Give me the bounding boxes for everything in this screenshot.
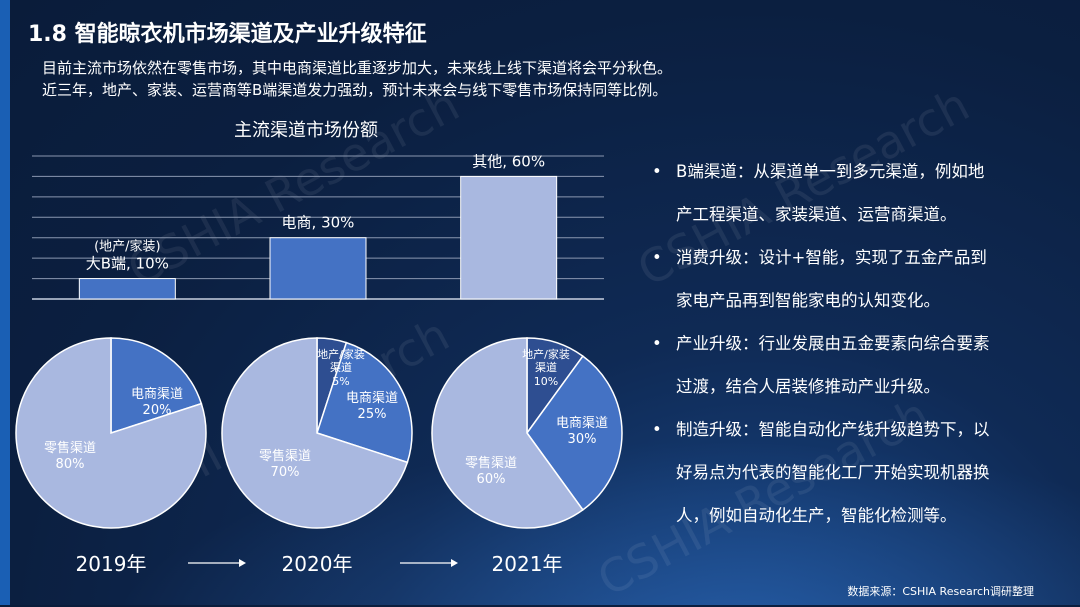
bullet-text-line: 过渡，结合人居装修推动产业升级。: [676, 377, 940, 396]
bullet-text-line: 家电产品再到智能家电的认知变化。: [676, 291, 940, 310]
bullet-text-line: 人，例如自动化生产，智能化检测等。: [676, 506, 957, 525]
pie-year-label: 2019年: [76, 552, 147, 576]
bullet-item: • 产业升级：行业发展由五金要素向综合要素 过渡，结合人居装修推动产业升级。: [652, 322, 1052, 408]
bar-data-label: 电商, 30%: [282, 214, 355, 232]
bullet-text-line: B端渠道：从渠道单一到多元渠道，例如地: [676, 162, 985, 181]
bullet-text-line: 消费升级：设计+智能，实现了五金产品到: [676, 248, 987, 267]
bullet-list: • B端渠道：从渠道单一到多元渠道，例如地 产工程渠道、家装渠道、运营商渠道。 • 消费…: [652, 150, 1052, 537]
bullet-item: • 制造升级：智能自动化产线升级趋势下，以 好易点为代表的智能化工厂开始实现机器换人…: [652, 408, 1052, 537]
bar-data-label: 其他, 60%: [472, 152, 545, 170]
bullet-text-line: 产业升级：行业发展由五金要素向综合要素: [676, 334, 990, 353]
pie-slice: [110, 337, 203, 435]
pie-slice: [15, 337, 207, 529]
bar-data-label: 大B端, 10%: [86, 255, 169, 273]
pie-slice-label: 零售渠道: [44, 440, 96, 456]
bullet-text-line: 制造升级：智能自动化产线升级趋势下，以: [676, 420, 990, 439]
pie-slice: [526, 355, 623, 511]
bar-chart-title: 主流渠道市场份额: [234, 120, 378, 141]
pie-slice-label: 渠道: [330, 360, 352, 374]
bar: [460, 175, 558, 300]
pie-slice-value: 30%: [568, 432, 597, 447]
pie-slice-label: 零售渠道: [465, 455, 517, 471]
bullet-dot: •: [652, 162, 662, 181]
pie-slice-label: 渠道: [535, 360, 557, 374]
pie-slice: [431, 337, 584, 529]
pie-charts: 电商渠道20%零售渠道80%2019年地产/家装渠道5%电商渠道25%零售渠道7…: [15, 337, 623, 576]
pie-year-label: 2021年: [492, 552, 563, 576]
page-title: 1.8 智能晾衣机市场渠道及产业升级特征: [28, 22, 427, 47]
pie-slice-label: 电商渠道: [346, 391, 398, 406]
timeline-arrows: [188, 559, 458, 567]
bullet-text-line: 好易点为代表的智能化工厂开始实现机器换: [676, 463, 990, 482]
intro-line: 近三年，地产、家装、运营商等B端渠道发力强劲，预计未来会与线下零售市场保持同等比…: [42, 81, 668, 99]
pie-slice: [316, 341, 413, 464]
bullet-dot: •: [652, 334, 662, 353]
pie-slice-value: 25%: [358, 407, 387, 422]
bullet-item: • B端渠道：从渠道单一到多元渠道，例如地 产工程渠道、家装渠道、运营商渠道。: [652, 150, 1052, 236]
pie-slice-label: 电商渠道: [131, 387, 183, 402]
pie-year-label: 2020年: [282, 552, 353, 576]
pie-slice-label: 零售渠道: [259, 448, 311, 464]
pie-slice-value: 70%: [271, 465, 300, 480]
bullet-dot: •: [652, 420, 662, 439]
bullet-text-line: 产工程渠道、家装渠道、运营商渠道。: [676, 205, 957, 224]
bar-data-label-prefix: (地产/家装): [94, 239, 161, 255]
pie-slice-value: 10%: [534, 375, 558, 388]
accent-bar: [0, 0, 10, 605]
source-note: 数据来源：CSHIA Research调研整理: [847, 585, 1034, 598]
arrow-head-icon: [239, 559, 246, 567]
pie-slice-label: 电商渠道: [556, 416, 608, 431]
pie-slice: [221, 337, 409, 529]
bar: [269, 237, 367, 300]
pie-slice-value: 60%: [477, 472, 506, 487]
bullet-dot: •: [652, 248, 662, 267]
pie-slice-label: 地产/家装: [522, 347, 570, 361]
pie-slice-label: 地产/家装: [317, 347, 365, 361]
intro-line: 目前主流市场依然在零售市场，其中电商渠道比重逐步加大，未来线上线下渠道将会平分秋…: [42, 59, 673, 77]
pie-slice-value: 20%: [143, 403, 172, 418]
pie-slice-value: 80%: [56, 457, 85, 472]
bar: [78, 278, 176, 300]
pie-slice-value: 5%: [332, 375, 349, 388]
arrow-head-icon: [451, 559, 458, 567]
bullet-item: • 消费升级：设计+智能，实现了五金产品到 家电产品再到智能家电的认知变化。: [652, 236, 1052, 322]
